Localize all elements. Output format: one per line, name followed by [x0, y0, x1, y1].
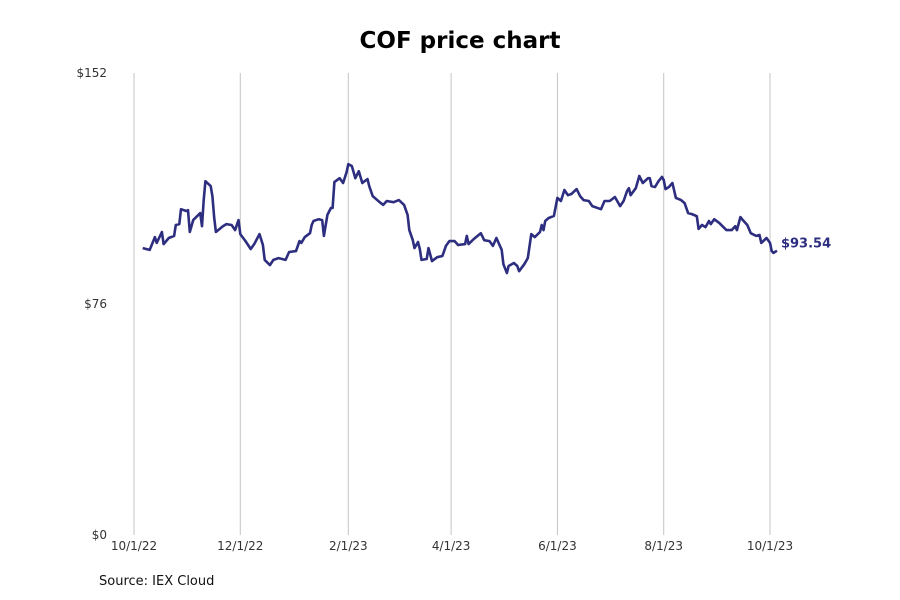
x-tick-label: 4/1/23	[432, 539, 471, 553]
last-price-label: $93.54	[781, 237, 831, 252]
y-tick-label: $0	[92, 528, 107, 542]
x-tick-label: 6/1/23	[538, 539, 577, 553]
x-tick-label: 10/1/22	[111, 539, 157, 553]
y-tick-label: $152	[76, 66, 107, 80]
x-tick-label: 10/1/23	[747, 539, 793, 553]
source-note: Source: IEX Cloud	[99, 574, 215, 589]
x-tick-label: 8/1/23	[644, 539, 683, 553]
x-tick-label: 2/1/23	[329, 539, 368, 553]
x-axis-ticks: 10/1/22 12/1/22 2/1/23 4/1/23 6/1/23 8/1/23 10…	[111, 539, 793, 553]
y-tick-label: $76	[84, 297, 107, 311]
y-axis-ticks: $0 $76 $152	[76, 66, 107, 542]
price-line	[142, 162, 778, 275]
gridlines	[133, 73, 771, 535]
x-tick-label: 12/1/22	[217, 539, 263, 553]
chart-title: COF price chart	[359, 28, 561, 54]
